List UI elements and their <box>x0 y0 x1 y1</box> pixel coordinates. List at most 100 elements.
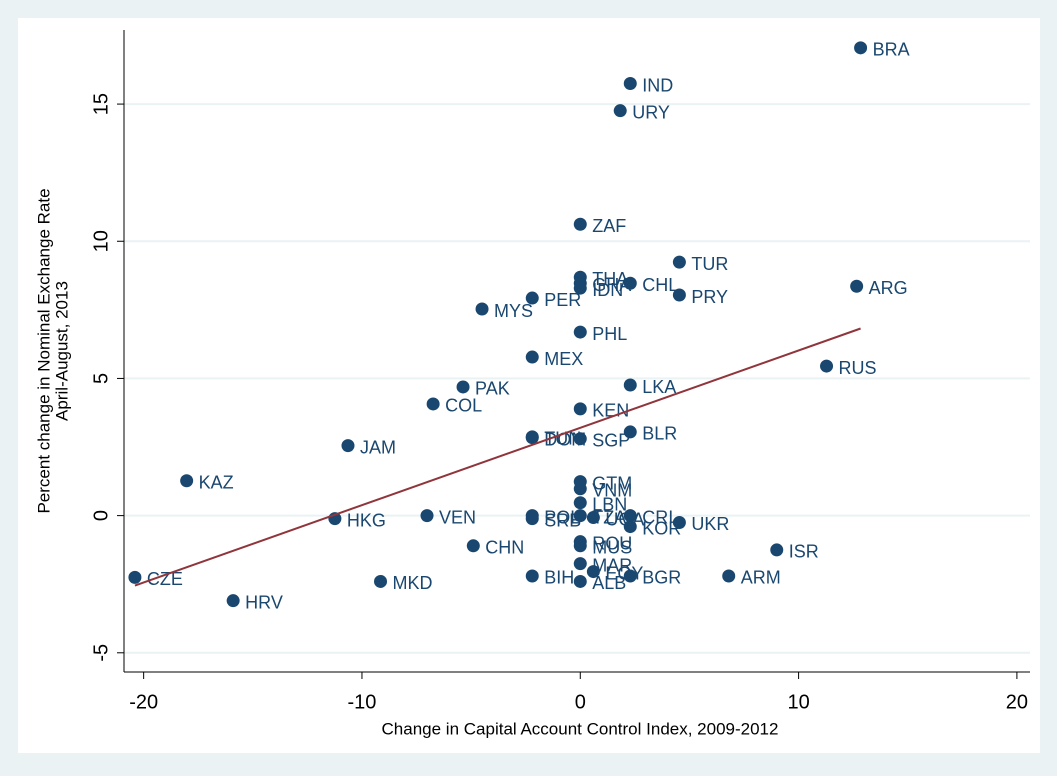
y-tick-label: 5 <box>90 373 112 384</box>
y-tick-label: 10 <box>90 230 112 252</box>
point-label: THA <box>592 269 628 289</box>
point-label: POL <box>544 507 580 527</box>
point-label: GHA <box>592 275 631 295</box>
point <box>820 359 834 373</box>
point <box>672 255 686 269</box>
point <box>525 569 539 583</box>
point-label: UKR <box>691 514 729 534</box>
y-tick-label: 15 <box>90 93 112 115</box>
x-tick-label: -10 <box>348 691 377 713</box>
point-label: ARM <box>741 568 781 588</box>
point <box>623 569 637 583</box>
point <box>850 279 864 293</box>
point <box>456 380 470 394</box>
point-label: BIH <box>544 568 574 588</box>
x-tick-label: 0 <box>575 691 586 713</box>
point-label: CHN <box>485 538 524 558</box>
point <box>573 496 587 510</box>
point <box>573 539 587 553</box>
y-axis-label: Percent change in Nominal Exchange Rate <box>34 188 53 513</box>
point-label: HRV <box>245 592 283 612</box>
point-label: TZA <box>592 507 626 527</box>
point <box>226 594 240 608</box>
point <box>573 574 587 588</box>
point-label: BGR <box>642 568 681 588</box>
point-label: MEX <box>544 349 583 369</box>
point-label: KOR <box>642 518 681 538</box>
point <box>854 41 868 55</box>
point <box>573 557 587 571</box>
point <box>586 565 600 579</box>
point-label: CRI <box>642 507 673 527</box>
point-label: GTM <box>592 473 632 493</box>
point <box>573 482 587 496</box>
point-label: HKG <box>347 510 386 530</box>
point <box>180 474 194 488</box>
point <box>573 281 587 295</box>
point <box>623 425 637 439</box>
x-tick-label: -20 <box>129 691 158 713</box>
point-label: KAZ <box>199 473 234 493</box>
point-label: URY <box>632 102 670 122</box>
point-label: TUN <box>544 429 581 449</box>
point-label: SRB <box>544 510 581 530</box>
point <box>770 543 784 557</box>
point <box>613 104 627 118</box>
point <box>374 574 388 588</box>
point <box>573 325 587 339</box>
point-label: SGP <box>592 431 630 451</box>
point-label: LKA <box>642 377 676 397</box>
point <box>623 509 637 523</box>
point <box>475 302 489 316</box>
point <box>623 520 637 534</box>
point <box>128 570 142 584</box>
point <box>573 402 587 416</box>
point-label: VEN <box>439 507 476 527</box>
y-tick-label: 0 <box>90 510 112 521</box>
point <box>573 217 587 231</box>
point <box>623 378 637 392</box>
point <box>573 432 587 446</box>
point-label: LBN <box>592 494 627 514</box>
y-axis-label: April-August, 2013 <box>52 281 71 421</box>
point <box>525 291 539 305</box>
x-tick-label: 20 <box>1006 691 1028 713</box>
point <box>722 569 736 583</box>
point <box>672 288 686 302</box>
point-label: PER <box>544 290 581 310</box>
point-label: KEN <box>592 401 629 421</box>
point-label: ROU <box>592 533 632 553</box>
point-label: CZE <box>147 569 183 589</box>
plot-panel <box>18 18 1040 753</box>
x-axis-label: Change in Capital Account Control Index,… <box>382 719 779 738</box>
point-label: MKD <box>393 573 433 593</box>
point <box>672 515 686 529</box>
point-label: ZAF <box>592 216 626 236</box>
point <box>420 509 434 523</box>
point-label: ALB <box>592 573 626 593</box>
point-label: CHL <box>642 275 678 295</box>
x-tick-label: 10 <box>787 691 809 713</box>
point <box>466 539 480 553</box>
point <box>623 276 637 290</box>
point-label: IND <box>642 75 673 95</box>
point <box>586 511 600 525</box>
point-label: VNM <box>592 480 632 500</box>
point <box>525 431 539 445</box>
point-label: TUR <box>691 254 728 274</box>
point-label: PRY <box>691 287 728 307</box>
point-label: ARG <box>869 278 908 298</box>
point <box>426 397 440 411</box>
point-label: IDN <box>592 280 623 300</box>
y-tick-label: -5 <box>90 644 112 662</box>
point-label: MUS <box>592 538 632 558</box>
point <box>341 439 355 453</box>
point-label: JAM <box>360 437 396 457</box>
fit-line <box>134 327 861 587</box>
point-label: COL <box>445 396 482 416</box>
point-label: PAK <box>475 379 510 399</box>
point-label: MAR <box>592 555 632 575</box>
point <box>573 509 587 523</box>
point-label: RUS <box>839 358 877 378</box>
